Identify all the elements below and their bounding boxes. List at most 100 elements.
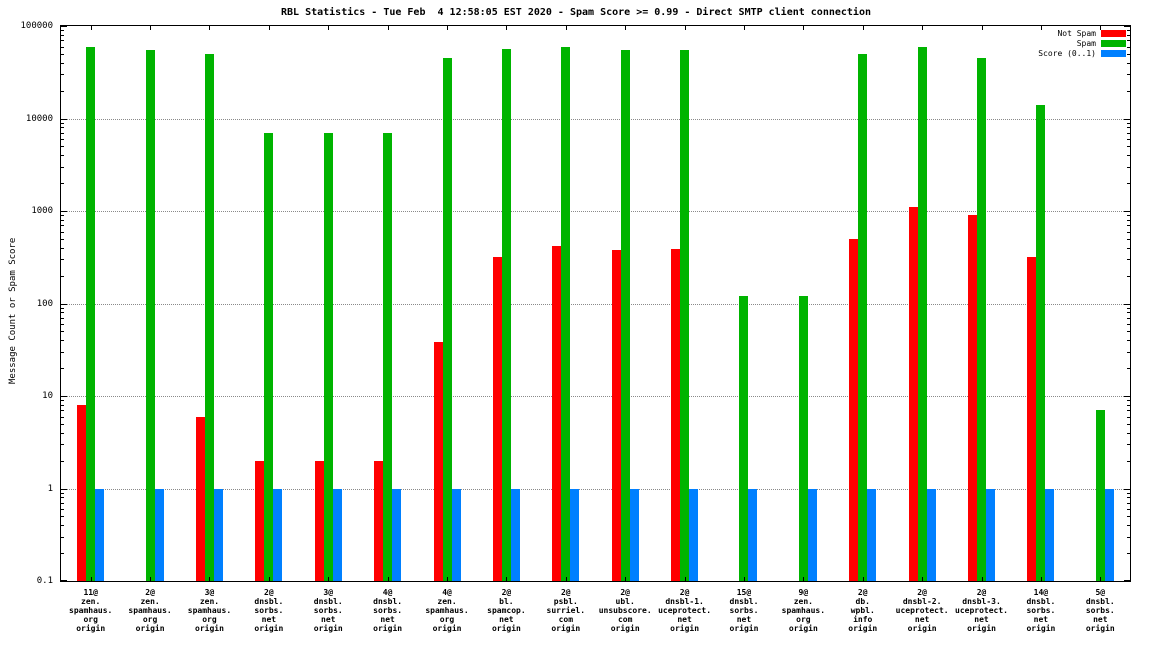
x-tick-bottom (447, 577, 449, 581)
x-category-label-11: 15@ dnsbl. sorbs. net origin (729, 588, 759, 633)
x-tick-top (922, 26, 924, 30)
y-minor-tick (61, 231, 64, 233)
bar-spam-4 (323, 132, 333, 581)
y-minor-tick (61, 275, 64, 277)
y-major-tick (61, 211, 67, 212)
x-tick-top (1100, 26, 1102, 30)
x-tick-top (1040, 26, 1042, 30)
y-minor-tick (61, 497, 64, 499)
y-minor-tick (1127, 340, 1130, 342)
x-category-label-7: 2@ bl. spamcop. net origin (487, 588, 526, 633)
y-minor-tick (1127, 444, 1130, 446)
y-minor-tick (1127, 351, 1130, 353)
x-tick-top (506, 26, 508, 30)
bar-spam-14 (917, 46, 927, 581)
x-tick-bottom (328, 577, 330, 581)
x-tick-top (150, 26, 152, 30)
y-major-tick (1124, 303, 1130, 305)
x-category-label-17: 5@ dnsbl. sorbs. net origin (1085, 588, 1115, 633)
x-category-label-16: 14@ dnsbl. sorbs. net origin (1026, 588, 1056, 633)
bar-not-spam-16 (1027, 256, 1037, 581)
y-minor-tick (61, 307, 64, 309)
bar-spam-11 (739, 296, 749, 581)
y-minor-tick (61, 368, 64, 370)
y-minor-tick (61, 525, 64, 527)
bar-spam-6 (442, 58, 452, 581)
x-tick-top (447, 26, 449, 30)
x-tick-top (387, 26, 389, 30)
y-minor-tick (1127, 416, 1130, 418)
y-minor-tick (1127, 497, 1130, 499)
x-tick-bottom (625, 577, 627, 581)
x-category-label-12: 9@ zen. spamhaus. org origin (781, 588, 826, 633)
y-minor-tick (61, 324, 64, 326)
x-tick-bottom (1100, 577, 1102, 581)
gridline (61, 303, 1130, 305)
y-minor-tick (61, 122, 64, 124)
chart-title: RBL Statistics - Tue Feb 4 12:58:05 EST … (280, 7, 871, 18)
y-minor-tick (61, 502, 64, 504)
legend-label-score: Score (0..1) (1038, 49, 1096, 58)
bar-score-0-1-13 (867, 488, 877, 581)
y-tick-label: 100000 (20, 21, 53, 31)
x-tick-bottom (1040, 577, 1042, 581)
y-tick-label: 1000 (31, 206, 53, 216)
x-category-label-13: 2@ db. wpbl. info origin (848, 588, 878, 633)
bar-score-0-1-5 (392, 488, 402, 581)
bar-not-spam-7 (492, 256, 502, 581)
bar-score-0-1-10 (689, 488, 699, 581)
y-minor-tick (1127, 404, 1130, 406)
y-minor-tick (1127, 460, 1130, 462)
x-tick-top (625, 26, 627, 30)
x-tick-bottom (743, 577, 745, 581)
plot-area: Not Spam Spam Score (0..1) (60, 25, 1131, 582)
x-category-label-15: 2@ dnsbl-3. uceprotect. net origin (955, 588, 1008, 633)
x-category-label-1: 2@ zen. spamhaus. org origin (128, 588, 172, 633)
x-tick-bottom (90, 577, 92, 581)
bar-spam-0 (86, 46, 96, 581)
y-minor-tick (61, 225, 64, 227)
y-minor-tick (1127, 317, 1130, 319)
y-minor-tick (61, 90, 64, 92)
bar-spam-15 (977, 58, 987, 581)
bar-score-0-1-1 (154, 488, 164, 581)
x-tick-bottom (922, 577, 924, 581)
y-major-tick (1124, 26, 1130, 27)
bar-score-0-1-9 (629, 488, 639, 581)
y-minor-tick (61, 492, 64, 494)
bar-not-spam-15 (968, 215, 978, 581)
legend-swatch-not-spam (1101, 30, 1126, 37)
y-minor-tick (61, 139, 64, 141)
bar-not-spam-4 (314, 460, 324, 581)
bar-spam-5 (383, 132, 393, 581)
y-minor-tick (1127, 40, 1130, 42)
y-minor-tick (1127, 410, 1130, 412)
y-minor-tick (1127, 536, 1130, 538)
bar-not-spam-6 (433, 342, 443, 581)
x-tick-top (90, 26, 92, 30)
bar-score-0-1-0 (95, 488, 105, 581)
y-minor-tick (61, 247, 64, 249)
y-minor-tick (61, 509, 64, 511)
y-minor-tick (1127, 183, 1130, 185)
bar-not-spam-3 (255, 460, 265, 581)
y-minor-tick (1127, 155, 1130, 157)
gridline (61, 118, 1130, 120)
y-minor-tick (1127, 146, 1130, 148)
x-tick-top (565, 26, 567, 30)
bar-spam-17 (1095, 410, 1105, 581)
y-major-tick (1124, 118, 1130, 120)
x-category-label-14: 2@ dnsbl-2. uceprotect. net origin (895, 588, 949, 633)
y-minor-tick (1127, 30, 1130, 32)
y-minor-tick (61, 416, 64, 418)
y-minor-tick (61, 460, 64, 462)
gridline (61, 396, 1130, 397)
y-minor-tick (1127, 509, 1130, 511)
legend-item-score: Score (0..1) (1038, 49, 1126, 58)
bar-not-spam-14 (908, 207, 918, 581)
bar-spam-3 (264, 132, 274, 581)
x-category-label-0: 11@ zen. spamhaus. org origin (69, 588, 113, 633)
y-minor-tick (61, 127, 64, 129)
y-minor-tick (1127, 225, 1130, 227)
